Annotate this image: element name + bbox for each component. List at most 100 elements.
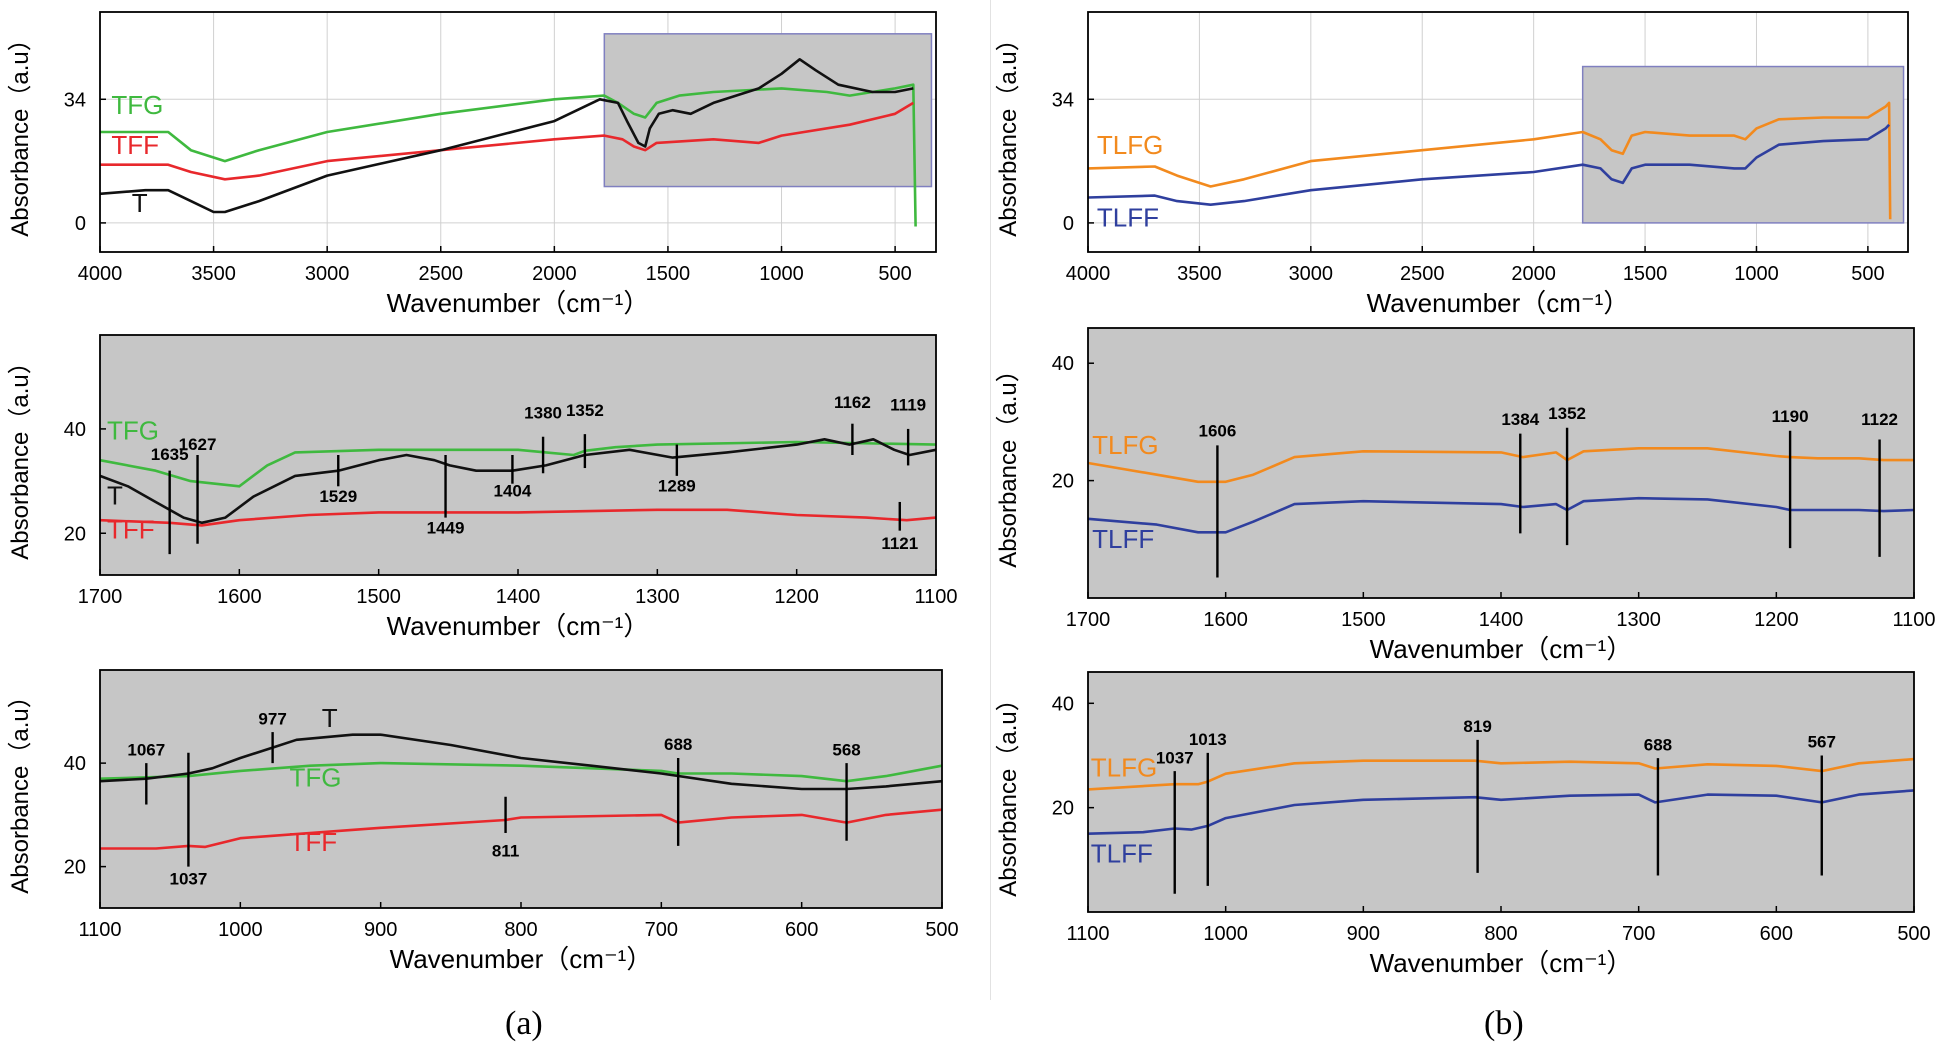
x-tick-label: 1500 (1341, 609, 1386, 631)
series-label-TFF: TFF (107, 514, 155, 544)
series-line-T (99, 438, 937, 525)
peak-label: 1119 (890, 396, 926, 415)
y-axis-label: Absorbance（a.u） (7, 684, 34, 893)
plot-frame (99, 11, 937, 253)
x-tick-label: 2000 (532, 263, 577, 285)
series-line-TLFG (1087, 101, 1892, 220)
x-tick-label: 1400 (1479, 609, 1524, 631)
plot-area (1088, 672, 1914, 912)
x-tick-label: 900 (364, 919, 397, 941)
x-tick-label: 800 (1484, 923, 1517, 945)
y-tick-label: 0 (75, 213, 86, 235)
x-tick-label: 800 (504, 919, 537, 941)
series-line-TFF (100, 808, 943, 850)
peak-label: 1635 (151, 445, 189, 464)
peak-label: 1037 (169, 870, 207, 889)
caption-a: (a) (505, 1005, 543, 1042)
x-axis-label: Wavenumber（cm⁻¹） (1370, 634, 1633, 664)
y-tick-label: 40 (1052, 693, 1074, 715)
x-tick-label: 1100 (914, 586, 957, 608)
series-label-TLFF: TLFF (1091, 838, 1153, 868)
peak-label: 977 (258, 709, 286, 728)
series-label-TFF: TFF (289, 827, 337, 857)
series-line-T (99, 58, 914, 214)
x-tick-label: 3000 (305, 263, 350, 285)
peak-label: 1627 (179, 435, 217, 454)
x-tick-label: 2500 (1400, 263, 1445, 285)
x-tick-label: 1000 (1203, 923, 1248, 945)
series-label-TFG: TFG (289, 762, 341, 792)
x-tick-label: 700 (1622, 923, 1655, 945)
x-tick-label: 2000 (1511, 263, 1556, 285)
x-axis-label: Wavenumber（cm⁻¹） (1370, 948, 1633, 978)
y-tick-label: 40 (64, 753, 86, 775)
x-tick-label: 1200 (1754, 609, 1799, 631)
x-tick-label: 1000 (218, 919, 263, 941)
series-line-TFG (100, 83, 917, 227)
series-line-T (99, 733, 943, 791)
series-label-TFF: TFF (111, 130, 159, 160)
series-label-TLFF: TLFF (1097, 203, 1159, 233)
y-axis-label: Absorbance（a.u） (7, 27, 34, 236)
y-tick-label: 0 (1063, 213, 1074, 235)
peak-label: 1380 (524, 403, 562, 422)
y-tick-label: 20 (64, 523, 86, 545)
x-tick-label: 600 (785, 919, 818, 941)
series-label-T: T (322, 703, 338, 733)
series-line-TFF (100, 101, 914, 181)
x-tick-label: 1000 (1734, 263, 1779, 285)
x-tick-label: 1500 (356, 586, 401, 608)
x-tick-label: 1500 (646, 263, 691, 285)
caption-b: (b) (1484, 1005, 1524, 1042)
peak-label: 1013 (1189, 730, 1227, 749)
x-tick-label: 600 (1760, 923, 1793, 945)
x-tick-label: 1700 (1066, 609, 1111, 631)
x-tick-label: 4000 (1066, 263, 1111, 285)
peak-label: 568 (832, 740, 860, 759)
y-tick-label: 40 (1052, 353, 1074, 375)
peak-label: 1037 (1156, 748, 1194, 767)
x-tick-label: 700 (645, 919, 678, 941)
y-axis-label: Absorbance（a.u） (995, 358, 1022, 567)
peak-label: 688 (664, 735, 692, 754)
plot-area (100, 335, 936, 575)
chart-a3: TFG TFF T 1067 1037 977 688 568 811 1100 1000 900 80… (7, 669, 959, 974)
peak-label: 1289 (658, 477, 696, 496)
series-line-TLFF (1087, 789, 1915, 835)
x-axis-label: Wavenumber（cm⁻¹） (387, 611, 650, 641)
peak-label: 819 (1463, 717, 1491, 736)
series-label-TFG: TFG (107, 415, 159, 445)
y-tick-label: 34 (1052, 89, 1074, 111)
series-label-TLFG: TLFG (1097, 130, 1163, 160)
x-tick-label: 1600 (1203, 609, 1248, 631)
x-tick-label: 4000 (78, 263, 123, 285)
peak-label: 567 (1808, 733, 1836, 752)
plot-area (1088, 328, 1914, 598)
x-tick-label: 1500 (1623, 263, 1668, 285)
series-label-TLFG: TLFG (1092, 430, 1158, 460)
highlight-region (1581, 65, 1905, 224)
x-tick-label: 1100 (1066, 923, 1109, 945)
plot-frame (1087, 11, 1909, 253)
peak-label: 1404 (494, 482, 532, 501)
peak-label: 1384 (1501, 410, 1539, 429)
series-label-T: T (107, 481, 123, 511)
series-label-TFG: TFG (111, 90, 163, 120)
y-tick-label: 20 (1052, 798, 1074, 820)
peak-label: 1606 (1198, 422, 1236, 441)
x-tick-label: 1000 (759, 263, 804, 285)
y-axis-label: Absorbance（a.u） (995, 687, 1022, 896)
y-axis-label: Absorbance（a.u） (995, 27, 1022, 236)
x-tick-label: 3500 (191, 263, 236, 285)
x-tick-label: 1400 (496, 586, 541, 608)
peak-label: 1067 (127, 740, 165, 759)
peak-label: 1352 (566, 401, 604, 420)
peak-label: 811 (492, 841, 519, 860)
x-axis-label: Wavenumber（cm⁻¹） (390, 944, 653, 974)
y-tick-label: 34 (64, 89, 86, 111)
peak-label: 1529 (319, 487, 357, 506)
x-tick-label: 1600 (217, 586, 262, 608)
peak-label: 1190 (1772, 407, 1809, 426)
